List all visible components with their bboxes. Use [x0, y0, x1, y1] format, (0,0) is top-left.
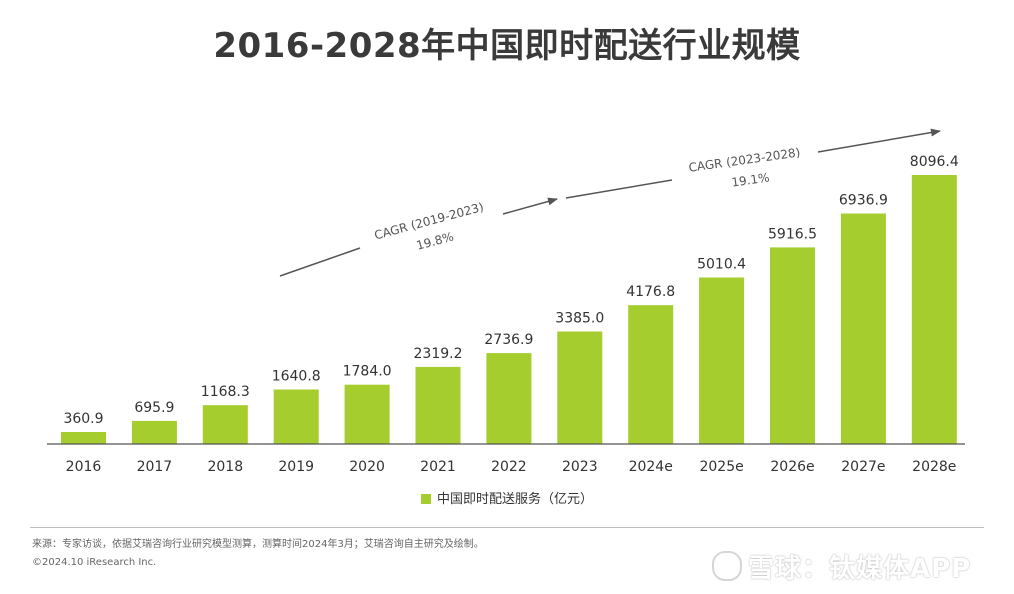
data-label-2028e: 8096.4	[910, 154, 959, 170]
x-tick-2018: 2018	[207, 459, 243, 475]
x-tick-2025e: 2025e	[699, 459, 743, 475]
bar-2020	[344, 384, 390, 444]
data-label-2025e: 5010.4	[697, 257, 746, 273]
chart-title: 2016-2028年中国即时配送行业规模	[213, 26, 801, 66]
snowball-logo-icon	[712, 551, 742, 581]
x-tick-2017: 2017	[137, 459, 173, 475]
bar-2027e	[840, 213, 886, 444]
data-label-2019: 1640.8	[272, 369, 321, 385]
x-tick-2024e: 2024e	[629, 459, 673, 475]
bar-2026e	[770, 247, 815, 444]
footer-divider	[30, 527, 984, 528]
bar-2018	[202, 405, 248, 444]
data-label-2022: 2736.9	[484, 332, 533, 348]
legend-swatch	[420, 494, 431, 504]
bar-2024e	[628, 305, 674, 444]
bar-2017	[131, 420, 177, 444]
bar-2025e	[699, 277, 745, 444]
cagr-1-arrow-left	[279, 247, 361, 277]
data-label-2024e: 4176.8	[626, 284, 675, 300]
legend-label: 中国即时配送服务（亿元）	[436, 492, 593, 507]
cagr-1-value: 19.8%	[415, 229, 455, 252]
bar-chart: 360.9 695.9 1168.3 1640.8 1784.0 2319.2 2736.9…	[47, 128, 965, 475]
bar-2016	[61, 432, 106, 444]
x-tick-2026e: 2026e	[770, 459, 814, 475]
data-label-2018: 1168.3	[201, 384, 250, 400]
data-label-2026e: 5916.5	[768, 226, 817, 242]
x-tick-2027e: 2027e	[841, 459, 885, 475]
x-tick-2020: 2020	[349, 459, 385, 475]
data-label-2023: 3385.0	[555, 311, 604, 327]
cagr-2-label: CAGR (2023-2028)	[688, 145, 801, 175]
bar-2023	[557, 331, 603, 444]
legend: 中国即时配送服务（亿元）	[0, 488, 1014, 507]
x-tick-2023: 2023	[562, 459, 598, 475]
source-note: 来源：专家访谈，依据艾瑞咨询行业研究模型测算，测算时间2024年3月；艾瑞咨询自…	[32, 539, 484, 550]
watermark: 雪球：钛媒体APP	[712, 548, 971, 585]
x-tick-2028e: 2028e	[912, 459, 956, 475]
cagr-2-arrow-left	[565, 179, 673, 199]
cagr-2-value: 19.1%	[731, 170, 771, 189]
bar-2021	[415, 366, 461, 444]
x-tick-2022: 2022	[491, 459, 527, 475]
copyright: ©2024.10 iResearch Inc.	[32, 557, 157, 568]
x-axis-ticks: 2016 2017 2018 2019 2020 2021 2022 2023 2024e 202…	[66, 459, 957, 475]
cagr-2-arrow-right	[817, 128, 941, 153]
data-label-2016: 360.9	[63, 411, 103, 427]
data-label-2020: 1784.0	[343, 364, 392, 380]
data-label-2027e: 6936.9	[839, 193, 888, 209]
data-label-2021: 2319.2	[414, 346, 463, 362]
bars: 360.9 695.9 1168.3 1640.8 1784.0 2319.2 2736.9…	[61, 154, 959, 444]
x-tick-2021: 2021	[420, 459, 456, 475]
x-tick-2016: 2016	[66, 459, 102, 475]
x-tick-2019: 2019	[278, 459, 314, 475]
data-label-2017: 695.9	[134, 400, 174, 416]
bar-2022	[486, 353, 532, 444]
bar-2019	[273, 389, 319, 444]
bar-2028e	[911, 175, 957, 444]
cagr-1-arrow-right	[502, 197, 558, 215]
watermark-text: 雪球：钛媒体APP	[748, 554, 972, 584]
